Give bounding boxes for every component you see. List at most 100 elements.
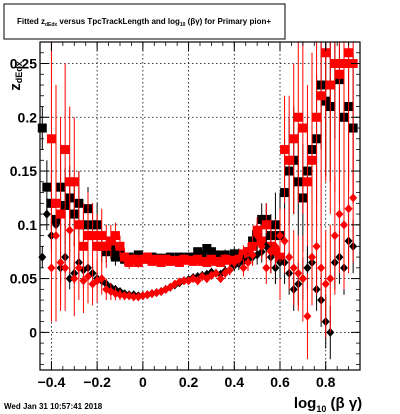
- square-marker: [129, 254, 139, 264]
- diamond-marker: [349, 193, 358, 203]
- diamond-marker: [216, 274, 225, 284]
- diamond-marker: [61, 263, 70, 273]
- square-marker: [101, 241, 111, 251]
- square-marker: [312, 112, 322, 122]
- square-marker: [284, 155, 294, 165]
- y-tick-label: 0.15: [10, 163, 37, 179]
- square-marker: [133, 250, 143, 260]
- square-marker: [316, 91, 326, 101]
- diamond-marker: [298, 274, 307, 284]
- diamond-marker: [79, 276, 88, 286]
- square-marker: [142, 252, 152, 262]
- diamond-marker: [74, 263, 83, 273]
- diamond-marker: [321, 279, 330, 289]
- x-tick-label: −0.4: [38, 374, 66, 390]
- diamond-marker: [239, 263, 248, 273]
- diamond-marker: [225, 265, 234, 275]
- diamond-marker: [294, 268, 303, 278]
- square-marker: [161, 254, 171, 264]
- diamond-marker: [326, 274, 335, 284]
- x-axis-title: log10 (β γ): [294, 395, 362, 414]
- diamond-marker: [120, 291, 129, 301]
- square-marker: [321, 48, 331, 58]
- diamond-marker: [248, 250, 257, 260]
- square-marker: [74, 220, 84, 230]
- square-marker: [60, 145, 70, 155]
- square-marker: [289, 134, 299, 144]
- square-marker: [83, 231, 93, 241]
- square-marker: [115, 241, 125, 251]
- square-marker: [56, 209, 66, 219]
- square-marker: [120, 252, 130, 262]
- diamond-marker: [289, 263, 298, 273]
- square-marker: [147, 256, 157, 266]
- square-marker: [330, 59, 340, 69]
- square-marker: [165, 256, 175, 266]
- square-marker: [298, 123, 308, 133]
- y-tick-label: 0.25: [10, 56, 37, 72]
- series-3: [47, 133, 358, 360]
- x-tick-label: 0.4: [225, 374, 245, 390]
- y-tick-label: 0.1: [18, 217, 38, 233]
- diamond-marker: [253, 231, 262, 241]
- square-marker: [69, 177, 79, 187]
- square-marker: [97, 231, 107, 241]
- diamond-marker: [42, 209, 51, 219]
- diamond-marker: [70, 274, 79, 284]
- data-series: [37, 42, 358, 360]
- chart-title: Fitted zdEdx versus TpcTrackLength and l…: [17, 17, 271, 28]
- square-marker: [133, 257, 143, 267]
- square-marker: [202, 243, 212, 253]
- diamond-marker: [285, 252, 294, 262]
- diamond-marker: [65, 225, 74, 235]
- square-marker: [220, 254, 230, 264]
- square-marker: [92, 241, 102, 251]
- diamond-marker: [262, 241, 271, 251]
- square-marker: [174, 252, 184, 262]
- diamond-marker: [193, 276, 202, 286]
- diamond-marker: [303, 311, 312, 321]
- axes: −0.4 −0.2 0 0.2 0.4 0.6 0.8 0 0.05 0.1 0.15 0.2 0.25: [10, 41, 361, 390]
- square-marker: [78, 241, 88, 251]
- square-marker: [46, 134, 56, 144]
- square-marker: [179, 254, 189, 264]
- diamond-marker: [56, 257, 65, 267]
- diamond-marker: [65, 274, 74, 284]
- diamond-marker: [271, 241, 280, 251]
- diamond-marker: [84, 271, 92, 281]
- square-marker: [65, 177, 75, 187]
- y-axis-title: zdEdx: [7, 61, 24, 91]
- square-marker: [211, 250, 221, 260]
- diamond-marker: [52, 231, 60, 241]
- square-marker: [88, 231, 98, 241]
- diamond-marker: [244, 257, 252, 267]
- square-marker: [238, 249, 248, 259]
- square-marker: [216, 252, 226, 262]
- diamond-marker: [330, 231, 339, 241]
- diamond-marker: [308, 252, 316, 262]
- y-tick-label: 0: [29, 324, 37, 340]
- square-marker: [152, 254, 162, 264]
- square-marker: [206, 254, 216, 264]
- diamond-marker: [47, 263, 56, 273]
- diamond-marker: [212, 268, 220, 278]
- square-marker: [243, 247, 253, 257]
- diamond-marker: [335, 209, 344, 219]
- diamond-marker: [266, 247, 275, 257]
- x-tick-label: 0.2: [179, 374, 199, 390]
- square-marker: [339, 59, 349, 69]
- square-marker: [257, 214, 267, 224]
- square-marker: [124, 257, 134, 267]
- diamond-marker: [129, 292, 138, 302]
- square-marker: [106, 236, 116, 246]
- square-marker: [334, 69, 344, 79]
- x-tick-label: 0: [139, 374, 147, 390]
- diamond-marker: [303, 263, 312, 273]
- x-tick-label: 0.8: [316, 374, 336, 390]
- square-marker: [188, 256, 198, 266]
- diamond-marker: [97, 274, 106, 284]
- square-marker: [302, 177, 312, 187]
- square-marker: [110, 231, 120, 241]
- diamond-marker: [312, 241, 321, 251]
